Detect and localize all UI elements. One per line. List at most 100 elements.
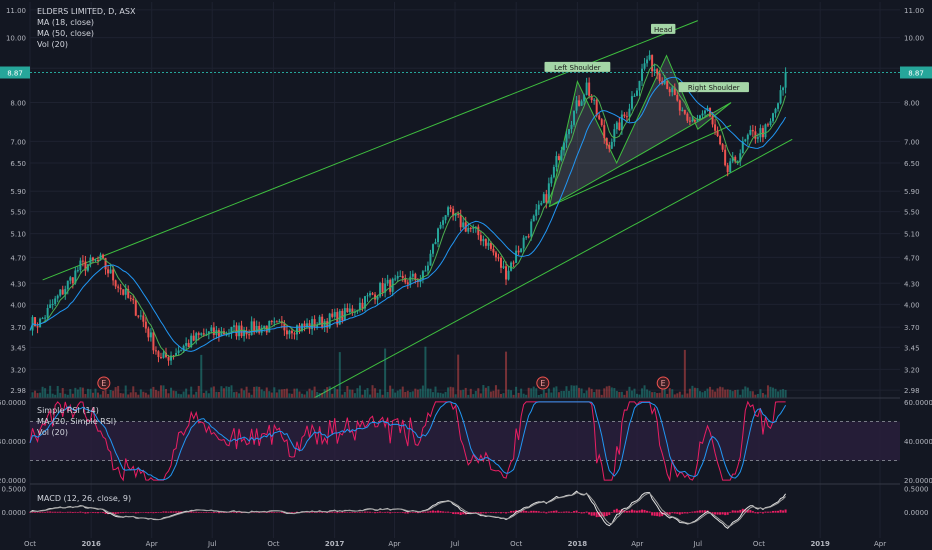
candle-body[interactable] [162, 352, 165, 358]
candle-body[interactable] [472, 227, 475, 229]
candle-body[interactable] [653, 69, 656, 72]
candle-body[interactable] [409, 276, 412, 285]
candle-body[interactable] [517, 250, 520, 253]
candle-body[interactable] [469, 228, 472, 230]
candle-body[interactable] [124, 288, 127, 295]
candle-body[interactable] [573, 110, 576, 125]
candle-body[interactable] [243, 330, 246, 337]
candle-body[interactable] [693, 120, 696, 122]
candle-body[interactable] [41, 318, 44, 320]
candle-body[interactable] [275, 321, 278, 323]
candle-body[interactable] [482, 239, 485, 242]
candle-body[interactable] [761, 128, 764, 138]
candle-body[interactable] [107, 269, 110, 274]
candle-body[interactable] [255, 325, 258, 333]
candle-body[interactable] [34, 317, 37, 327]
candle-body[interactable] [381, 282, 384, 293]
candle-body[interactable] [726, 165, 729, 173]
candle-body[interactable] [744, 139, 747, 142]
rsi-ma-line[interactable] [29, 401, 787, 481]
candle-body[interactable] [127, 288, 130, 298]
candle-body[interactable] [444, 215, 447, 221]
candle-body[interactable] [580, 101, 583, 106]
candle-body[interactable] [202, 333, 205, 335]
candle-body[interactable] [217, 330, 220, 337]
candle-body[interactable] [298, 325, 301, 332]
candle-body[interactable] [268, 320, 271, 333]
candle-body[interactable] [711, 116, 714, 125]
candle-body[interactable] [681, 109, 684, 111]
candle-body[interactable] [414, 273, 417, 281]
candle-body[interactable] [505, 266, 508, 280]
candle-body[interactable] [142, 315, 145, 322]
candle-body[interactable] [540, 203, 543, 205]
candle-body[interactable] [119, 287, 122, 290]
candle-body[interactable] [386, 279, 389, 284]
candle-body[interactable] [570, 124, 573, 130]
candle-body[interactable] [182, 345, 185, 351]
candle-body[interactable] [630, 96, 633, 109]
candle-body[interactable] [595, 99, 598, 116]
candle-body[interactable] [321, 316, 324, 328]
candle-body[interactable] [200, 333, 203, 335]
candle-body[interactable] [625, 116, 628, 118]
candle-body[interactable] [494, 252, 497, 258]
candle-body[interactable] [195, 333, 198, 341]
candle-body[interactable] [159, 357, 162, 359]
candle-body[interactable] [323, 321, 326, 328]
candle-body[interactable] [782, 87, 785, 91]
candle-body[interactable] [230, 326, 233, 334]
candle-body[interactable] [303, 323, 306, 327]
candle-body[interactable] [532, 215, 535, 222]
candle-body[interactable] [318, 316, 321, 325]
candle-body[interactable] [333, 312, 336, 317]
candle-body[interactable] [147, 328, 150, 338]
candle-body[interactable] [49, 304, 52, 308]
candle-body[interactable] [396, 276, 399, 279]
candle-body[interactable] [154, 350, 157, 352]
candle-body[interactable] [152, 332, 155, 351]
candle-body[interactable] [522, 237, 525, 249]
candle-body[interactable] [691, 120, 694, 122]
candle-body[interactable] [731, 156, 734, 162]
candle-body[interactable] [749, 129, 752, 135]
candle-body[interactable] [613, 129, 616, 142]
candle-body[interactable] [628, 108, 631, 117]
candle-body[interactable] [295, 325, 298, 335]
candle-body[interactable] [454, 213, 457, 216]
candle-body[interactable] [565, 134, 568, 143]
candle-body[interactable] [525, 236, 528, 238]
candle-body[interactable] [754, 131, 757, 139]
candle-body[interactable] [71, 277, 74, 284]
candle-body[interactable] [431, 244, 434, 254]
candle-body[interactable] [593, 99, 596, 101]
candle-body[interactable] [746, 134, 749, 140]
candle-body[interactable] [54, 298, 57, 305]
candle-body[interactable] [363, 296, 366, 309]
candle-body[interactable] [134, 300, 137, 316]
candle-body[interactable] [467, 228, 470, 232]
candle-body[interactable] [709, 107, 712, 117]
candle-body[interactable] [497, 257, 500, 259]
candle-body[interactable] [560, 150, 563, 161]
candle-body[interactable] [248, 334, 251, 336]
candle-body[interactable] [766, 124, 769, 126]
candle-body[interactable] [81, 260, 84, 262]
candle-body[interactable] [535, 209, 538, 216]
candle-body[interactable] [666, 80, 669, 89]
candle-body[interactable] [233, 325, 236, 327]
head-shoulders-pattern[interactable] [548, 54, 732, 208]
candle-body[interactable] [774, 108, 777, 114]
candle-body[interactable] [489, 242, 492, 249]
candle-body[interactable] [79, 260, 82, 271]
candle-body[interactable] [190, 335, 193, 348]
candle-body[interactable] [545, 194, 548, 203]
candle-body[interactable] [328, 313, 331, 328]
candle-body[interactable] [643, 63, 646, 69]
candle-body[interactable] [379, 282, 382, 297]
candle-body[interactable] [515, 250, 518, 263]
candle-body[interactable] [635, 90, 638, 96]
candle-body[interactable] [741, 141, 744, 154]
candle-body[interactable] [94, 259, 97, 261]
candle-body[interactable] [144, 321, 147, 329]
